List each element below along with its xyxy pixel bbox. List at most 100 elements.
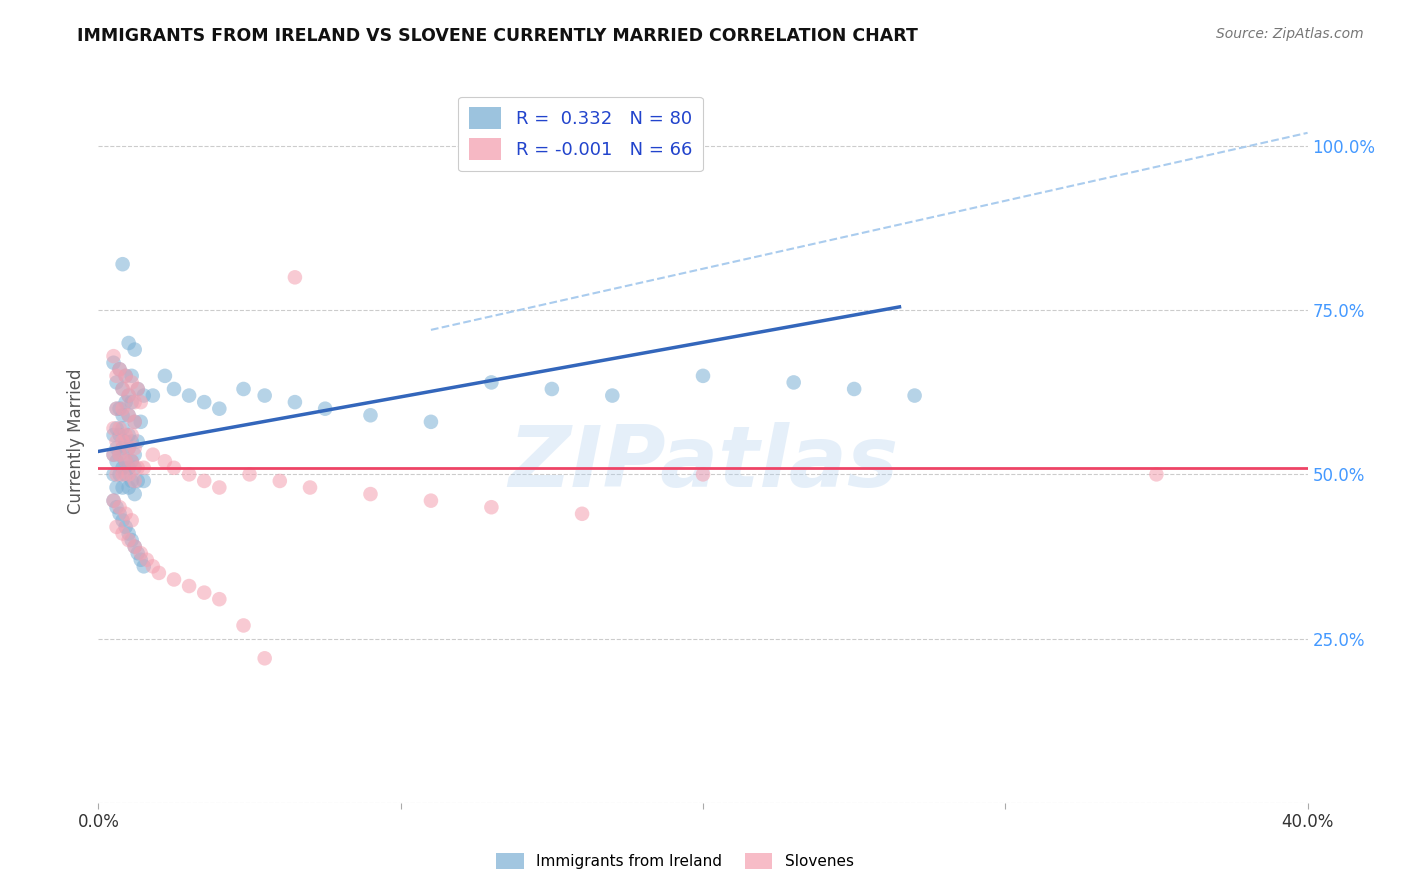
Point xyxy=(692,368,714,383)
Point xyxy=(314,401,336,416)
Point xyxy=(481,376,503,390)
Point xyxy=(114,454,136,468)
Point xyxy=(105,500,128,515)
Point xyxy=(114,428,136,442)
Point xyxy=(124,487,146,501)
Point xyxy=(420,493,443,508)
Point xyxy=(783,376,806,390)
Point xyxy=(193,585,215,599)
Point xyxy=(360,409,382,423)
Point xyxy=(1144,467,1167,482)
Point xyxy=(844,382,866,396)
Point xyxy=(111,382,134,396)
Point xyxy=(111,382,134,396)
Point xyxy=(121,513,143,527)
Point xyxy=(148,566,170,580)
Point xyxy=(208,481,231,495)
Point xyxy=(114,507,136,521)
Point xyxy=(121,395,143,409)
Point xyxy=(121,454,143,468)
Point xyxy=(142,559,165,574)
Point xyxy=(103,448,125,462)
Point xyxy=(121,434,143,449)
Point xyxy=(121,368,143,383)
Point xyxy=(142,388,165,402)
Point xyxy=(124,395,146,409)
Point xyxy=(111,460,134,475)
Point xyxy=(114,368,136,383)
Point xyxy=(284,270,307,285)
Point xyxy=(103,467,125,482)
Point xyxy=(163,382,186,396)
Point xyxy=(420,415,443,429)
Point xyxy=(124,448,146,462)
Point xyxy=(111,526,134,541)
Point xyxy=(299,481,322,495)
Point xyxy=(193,474,215,488)
Point xyxy=(105,376,128,390)
Point xyxy=(208,401,231,416)
Point xyxy=(103,349,125,363)
Point xyxy=(163,460,186,475)
Point xyxy=(118,428,141,442)
Point xyxy=(108,421,131,435)
Text: IMMIGRANTS FROM IRELAND VS SLOVENE CURRENTLY MARRIED CORRELATION CHART: IMMIGRANTS FROM IRELAND VS SLOVENE CURRE… xyxy=(77,27,918,45)
Point xyxy=(105,368,128,383)
Point xyxy=(571,507,593,521)
Point xyxy=(284,395,307,409)
Point xyxy=(114,454,136,468)
Point xyxy=(153,454,176,468)
Point xyxy=(692,467,714,482)
Text: Source: ZipAtlas.com: Source: ZipAtlas.com xyxy=(1216,27,1364,41)
Point xyxy=(118,467,141,482)
Point xyxy=(360,487,382,501)
Point xyxy=(121,533,143,547)
Legend: R =  0.332   N = 80, R = -0.001   N = 66: R = 0.332 N = 80, R = -0.001 N = 66 xyxy=(458,96,703,171)
Point xyxy=(132,460,155,475)
Point xyxy=(105,401,128,416)
Point xyxy=(142,448,165,462)
Point xyxy=(111,409,134,423)
Point xyxy=(179,467,201,482)
Point xyxy=(253,388,276,402)
Point xyxy=(108,448,131,462)
Point xyxy=(108,467,131,482)
Point xyxy=(118,533,141,547)
Point xyxy=(540,382,562,396)
Point xyxy=(108,448,131,462)
Point xyxy=(118,409,141,423)
Point xyxy=(111,257,134,271)
Point xyxy=(124,460,146,475)
Point xyxy=(135,553,157,567)
Point xyxy=(132,474,155,488)
Point xyxy=(111,441,134,455)
Point xyxy=(118,441,141,455)
Point xyxy=(602,388,624,402)
Point xyxy=(127,474,149,488)
Point xyxy=(111,467,134,482)
Point xyxy=(108,500,131,515)
Point xyxy=(129,553,152,567)
Point xyxy=(111,421,134,435)
Point xyxy=(121,474,143,488)
Point xyxy=(114,434,136,449)
Point xyxy=(105,481,128,495)
Point xyxy=(108,362,131,376)
Point xyxy=(103,448,125,462)
Point xyxy=(124,415,146,429)
Point xyxy=(118,481,141,495)
Point xyxy=(105,401,128,416)
Point xyxy=(127,460,149,475)
Point xyxy=(111,513,134,527)
Point xyxy=(118,460,141,475)
Point xyxy=(105,441,128,455)
Point xyxy=(118,388,141,402)
Point xyxy=(118,441,141,455)
Point xyxy=(481,500,503,515)
Point xyxy=(232,382,254,396)
Point xyxy=(103,356,125,370)
Point xyxy=(153,368,176,383)
Point xyxy=(121,428,143,442)
Point xyxy=(127,382,149,396)
Point xyxy=(124,343,146,357)
